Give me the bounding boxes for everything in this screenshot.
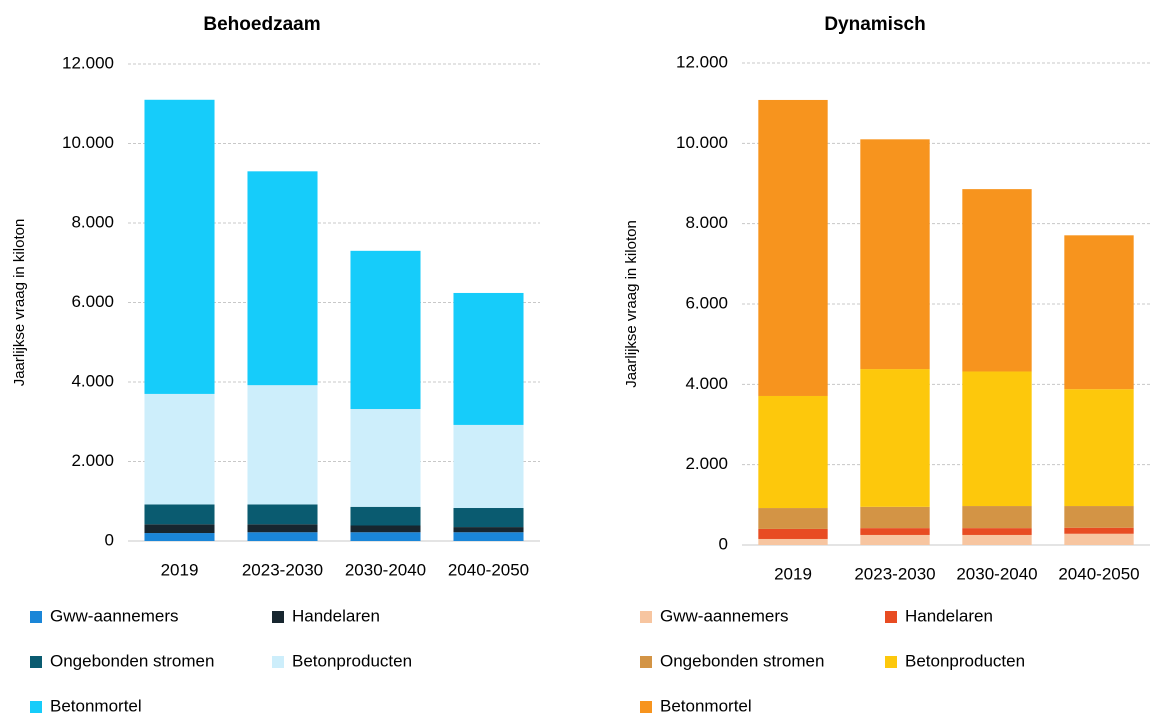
bar-segment: [860, 534, 930, 545]
bar-segment: [144, 99, 215, 394]
bar-segment: [1064, 527, 1134, 534]
legend-swatch: [30, 701, 42, 713]
y-tick-label: 6.000: [71, 292, 114, 311]
x-tick-label: 2040-2050: [448, 560, 529, 579]
y-tick-label: 10.000: [676, 133, 728, 152]
x-tick-label: 2023-2030: [242, 560, 323, 579]
bar-segment: [247, 504, 318, 525]
x-tick-label: 2030-2040: [956, 564, 1037, 583]
legend-swatch: [640, 611, 652, 623]
bar-segment: [453, 292, 524, 425]
bar-segment: [1064, 389, 1134, 507]
x-tick-label: 2019: [774, 564, 812, 583]
bar-segment: [247, 524, 318, 533]
chart-title: Dynamisch: [824, 14, 925, 35]
y-tick-label: 4.000: [71, 371, 114, 390]
bar-segment: [758, 528, 828, 539]
y-tick-label: 2.000: [71, 451, 114, 470]
bar-segment: [350, 525, 421, 533]
bar-segment: [1064, 533, 1134, 545]
legend-swatch: [272, 611, 284, 623]
legend-label: Betonmortel: [660, 696, 752, 715]
bar-segment: [453, 508, 524, 528]
x-tick-label: 2023-2030: [854, 564, 935, 583]
y-tick-label: 0: [105, 530, 114, 549]
x-tick-label: 2019: [161, 560, 199, 579]
legend-label: Gww-aannemers: [660, 606, 789, 625]
bar-segment: [247, 171, 318, 386]
bar-segment: [962, 371, 1032, 507]
bar-segment: [1064, 506, 1134, 528]
y-tick-label: 4.000: [685, 374, 728, 393]
legend-label: Betonproducten: [905, 651, 1025, 670]
y-tick-label: 12.000: [676, 52, 728, 71]
legend-swatch: [885, 656, 897, 668]
legend-label: Betonmortel: [50, 696, 142, 715]
legend-label: Ongebonden stromen: [660, 651, 824, 670]
x-tick-label: 2040-2050: [1058, 564, 1139, 583]
x-tick-label: 2030-2040: [345, 560, 426, 579]
bar-segment: [144, 393, 215, 505]
y-tick-label: 0: [719, 534, 728, 553]
bar-segment: [962, 528, 1032, 535]
bar-segment: [453, 424, 524, 509]
bar-segment: [453, 527, 524, 533]
bar-segment: [860, 369, 930, 507]
bar-segment: [453, 532, 524, 541]
legend-swatch: [30, 611, 42, 623]
y-tick-label: 10.000: [62, 133, 114, 152]
y-tick-label: 8.000: [685, 213, 728, 232]
bar-segment: [758, 395, 828, 509]
legend-swatch: [640, 701, 652, 713]
bar-segment: [860, 506, 930, 529]
bar-segment: [758, 99, 828, 396]
bar-segment: [962, 534, 1032, 545]
y-tick-label: 2.000: [685, 454, 728, 473]
legend-label: Betonproducten: [292, 651, 412, 670]
legend-label: Gww-aannemers: [50, 606, 179, 625]
y-tick-label: 8.000: [71, 212, 114, 231]
bar-segment: [247, 532, 318, 541]
bar-segment: [144, 504, 215, 525]
bar-segment: [144, 524, 215, 534]
legend-label: Ongebonden stromen: [50, 651, 214, 670]
bar-segment: [1064, 235, 1134, 390]
bar-segment: [758, 538, 828, 545]
bar-segment: [962, 189, 1032, 372]
legend-swatch: [272, 656, 284, 668]
bar-segment: [350, 506, 421, 526]
bar-segment: [860, 528, 930, 535]
bar-segment: [350, 532, 421, 541]
y-axis-title: Jaarlijkse vraag in kiloton: [623, 220, 640, 388]
bar-segment: [247, 385, 318, 505]
y-tick-label: 12.000: [62, 53, 114, 72]
legend-swatch: [640, 656, 652, 668]
bar-segment: [144, 533, 215, 541]
bar-segment: [350, 250, 421, 410]
bar-segment: [962, 506, 1032, 529]
legend-swatch: [30, 656, 42, 668]
y-axis-title: Jaarlijkse vraag in kiloton: [11, 219, 28, 387]
legend-label: Handelaren: [292, 606, 380, 625]
chart-title: Behoedzaam: [203, 14, 320, 35]
bar-segment: [758, 508, 828, 529]
bar-segment: [350, 409, 421, 507]
y-tick-label: 6.000: [685, 293, 728, 312]
legend-label: Handelaren: [905, 606, 993, 625]
legend-swatch: [885, 611, 897, 623]
bar-segment: [860, 139, 930, 370]
